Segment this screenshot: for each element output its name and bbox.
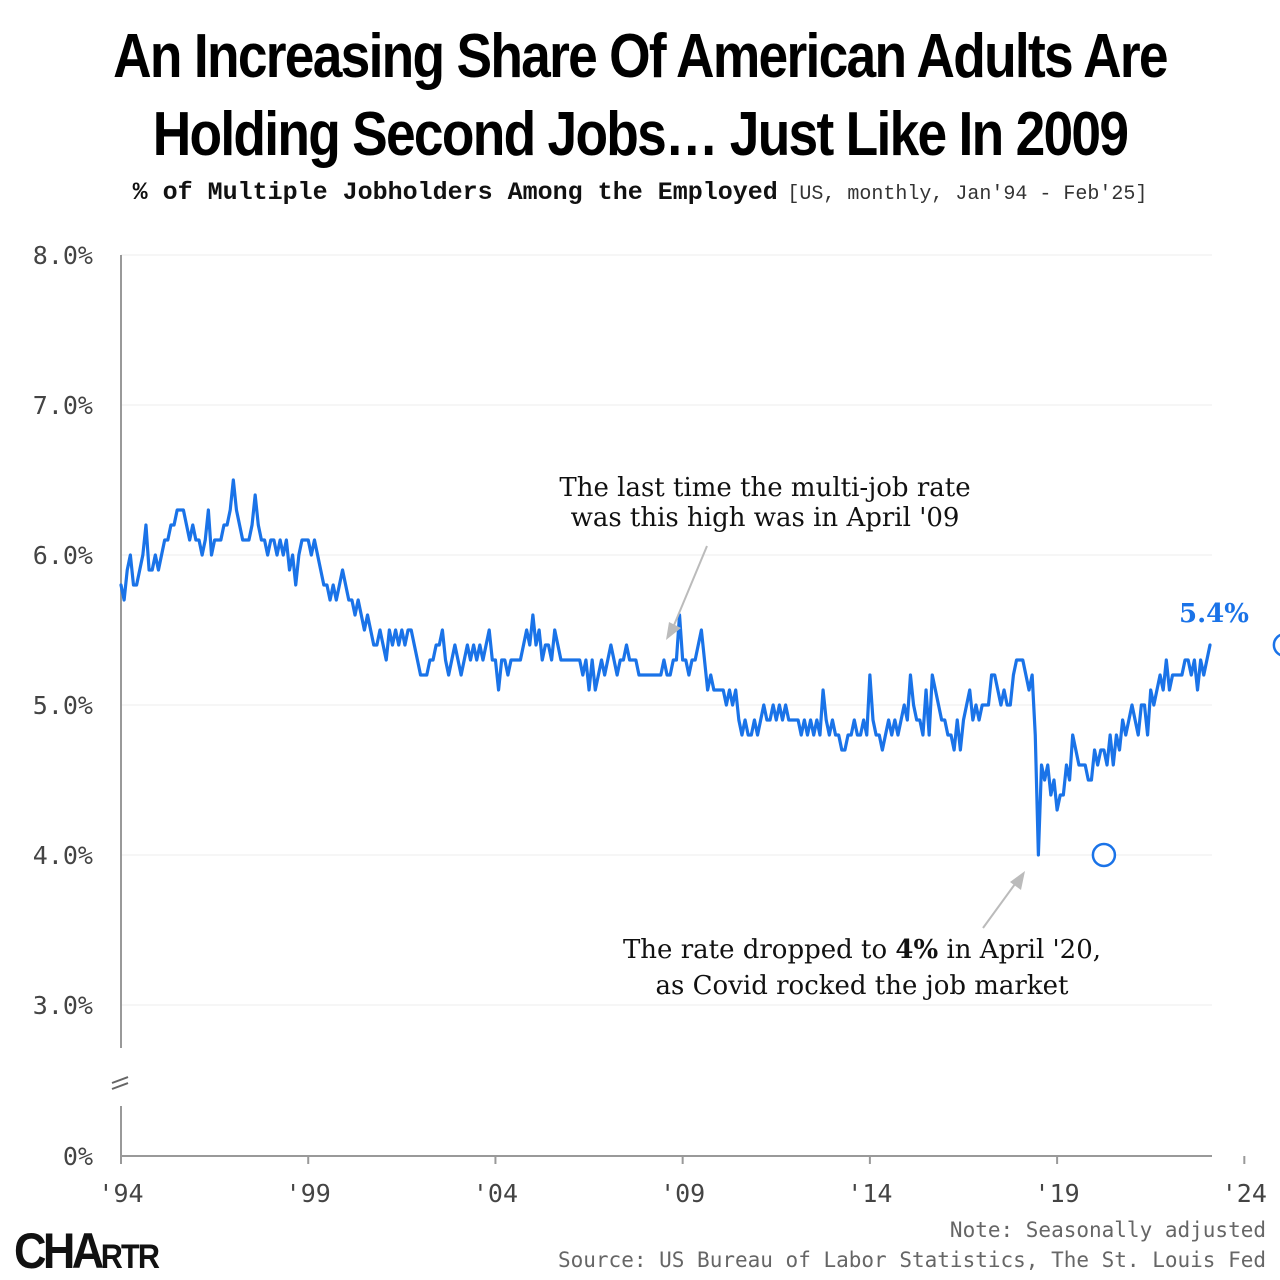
axis-break-mark-2 <box>111 1082 129 1090</box>
y-tick-labels: 8.0% 7.0% 6.0% 5.0% 4.0% 3.0% 0% <box>33 241 93 1171</box>
y-tick-label: 4.0% <box>33 841 93 870</box>
chart-title-line-1: An Increasing Share Of American Adults A… <box>113 22 1168 91</box>
y-tick-label: 3.0% <box>33 991 93 1020</box>
chart-title: An Increasing Share Of American Adults A… <box>90 18 1191 174</box>
x-tick-label: '14 <box>847 1179 892 1208</box>
series-line <box>119 478 1212 857</box>
annotation-2020-bold: 4% <box>895 935 938 965</box>
gridlines <box>121 254 1212 1006</box>
y-tick-label: 6.0% <box>33 541 93 570</box>
x-tick-label: '09 <box>660 1179 705 1208</box>
x-tick-labels: '94 '99 '04 '09 '14 '19 '24 <box>98 1179 1266 1208</box>
x-tick-label: '04 <box>473 1179 518 1208</box>
source-text: Source: US Bureau of Labor Statistics, T… <box>557 1248 1266 1272</box>
logo-small: RTR <box>100 1238 160 1276</box>
annotations: The last time the multi-job rate was thi… <box>559 473 1249 1001</box>
end-value-label: 5.4% <box>1179 599 1249 629</box>
logo-main: CHA <box>14 1223 104 1279</box>
arrow-2020-shaft <box>982 883 1016 929</box>
arrow-2009-shaft <box>671 545 708 631</box>
series-group <box>119 478 1280 868</box>
annotation-2009-line-1: The last time the multi-job rate <box>559 473 970 503</box>
annotation-2020-line-2: as Covid rocked the job market <box>656 971 1069 1001</box>
chart-subtitle: % of Multiple Jobholders Among the Emplo… <box>0 178 1280 207</box>
x-tick-label: '99 <box>286 1179 331 1208</box>
x-tick-label: '94 <box>98 1179 143 1208</box>
y-tick-label: 8.0% <box>33 241 93 270</box>
annotation-2020-line-1: The rate dropped to 4% in April '20, <box>623 935 1101 965</box>
y-tick-label: 5.0% <box>33 691 93 720</box>
annotation-2009-line-2: was this high was in April '09 <box>571 503 960 533</box>
y-tick-label: 0% <box>63 1142 93 1171</box>
y-tick-label: 7.0% <box>33 391 93 420</box>
arrow-2009-head <box>666 622 681 640</box>
annotation-2020-pre: The rate dropped to <box>623 935 895 965</box>
x-tick-label: '19 <box>1035 1179 1080 1208</box>
line-chart: 8.0%7.0%6.0%5.0%4.0%3.0%0% '94'99'04'09 '… <box>33 241 1280 1208</box>
note-text: Note: Seasonally adjusted <box>949 1218 1266 1242</box>
x-tick-label: '24 <box>1222 1179 1267 1208</box>
highlight-point-1 <box>1272 633 1280 657</box>
subtitle-main: % of Multiple Jobholders Among the Emplo… <box>132 178 778 207</box>
annotation-2020-post: in April '20, <box>938 935 1101 965</box>
chart-title-line-2: Holding Second Jobs… Just Like In 2009 <box>152 100 1129 169</box>
subtitle-meta: [US, monthly, Jan'94 - Feb'25] <box>787 183 1148 206</box>
arrow-2020-head <box>1010 871 1025 890</box>
axes <box>111 255 1246 1164</box>
highlight-point-0 <box>1091 842 1117 868</box>
chartr-logo: CHARTR <box>14 1222 160 1280</box>
axis-break-mark-1 <box>111 1076 129 1084</box>
